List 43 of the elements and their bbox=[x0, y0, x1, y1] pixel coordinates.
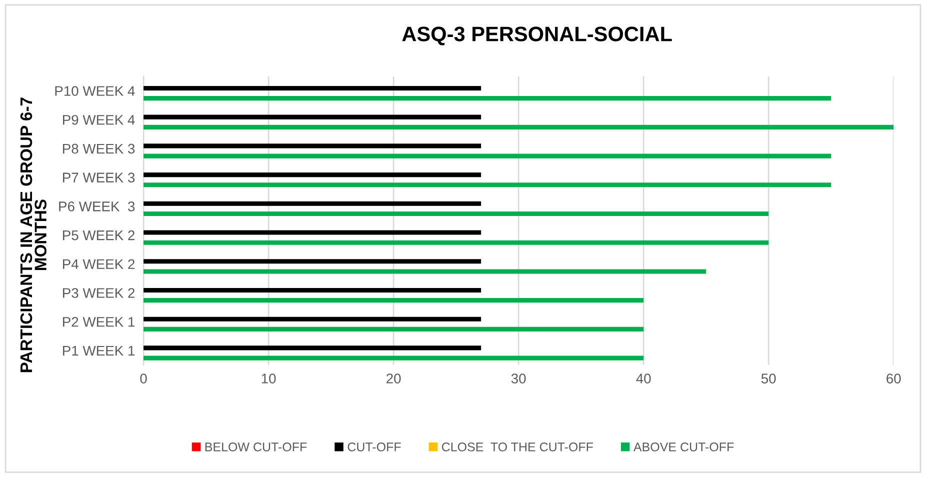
y-tick-label: P10 WEEK 4 bbox=[55, 86, 135, 96]
y-tick-label: P9 WEEK 4 bbox=[63, 114, 135, 125]
y-tick-label: P3 WEEK 2 bbox=[63, 288, 134, 298]
y-tick-label: P1 WEEK 1 bbox=[63, 346, 135, 356]
legend-label: ABOVE CUT-OFF bbox=[633, 442, 734, 452]
bar bbox=[144, 124, 894, 130]
y-tick-label: P2 WEEK 1 bbox=[63, 316, 135, 327]
x-tick-label: 30 bbox=[511, 374, 526, 384]
x-tick-label: 20 bbox=[386, 374, 401, 384]
x-tick-label: 10 bbox=[262, 374, 276, 384]
bar bbox=[144, 316, 482, 322]
y-tick-label: P5 WEEK 2 bbox=[63, 230, 134, 240]
bar bbox=[144, 86, 482, 90]
bar bbox=[144, 172, 482, 178]
bar bbox=[144, 96, 832, 101]
y-tick-label: P8 WEEK 3 bbox=[63, 144, 135, 154]
x-tick-label: 50 bbox=[761, 374, 776, 384]
bar bbox=[144, 288, 482, 293]
bar bbox=[144, 154, 832, 158]
y-tick-label: P7 WEEK 3 bbox=[63, 172, 135, 182]
bar bbox=[144, 356, 644, 360]
y-axis-title: PARTICIPANTS IN AGE GROUP 6-7 MONTHS bbox=[20, 98, 46, 372]
bar bbox=[144, 298, 644, 303]
x-tick-label: 60 bbox=[886, 374, 901, 384]
bar bbox=[144, 211, 769, 216]
bar bbox=[144, 326, 644, 332]
legend-label: CUT-OFF bbox=[348, 442, 401, 452]
legend-label: BELOW CUT-OFF bbox=[205, 442, 307, 452]
bar bbox=[144, 144, 482, 148]
bar bbox=[144, 269, 706, 274]
bar bbox=[144, 346, 482, 350]
y-tick-label: P6 WEEK 3 bbox=[59, 202, 135, 212]
x-tick-label: 0 bbox=[140, 374, 147, 384]
bar bbox=[144, 230, 482, 235]
y-tick-label: P4 WEEK 2 bbox=[63, 259, 134, 269]
bar bbox=[144, 240, 769, 245]
legend-label: CLOSE TO THE CUT-OFF bbox=[442, 442, 593, 452]
bar bbox=[144, 182, 832, 188]
chart-title: ASQ-3 PERSONAL-SOCIAL bbox=[402, 26, 672, 46]
bar bbox=[144, 201, 482, 206]
x-tick-label: 40 bbox=[636, 374, 651, 384]
bar bbox=[144, 259, 482, 264]
bar bbox=[144, 114, 482, 120]
